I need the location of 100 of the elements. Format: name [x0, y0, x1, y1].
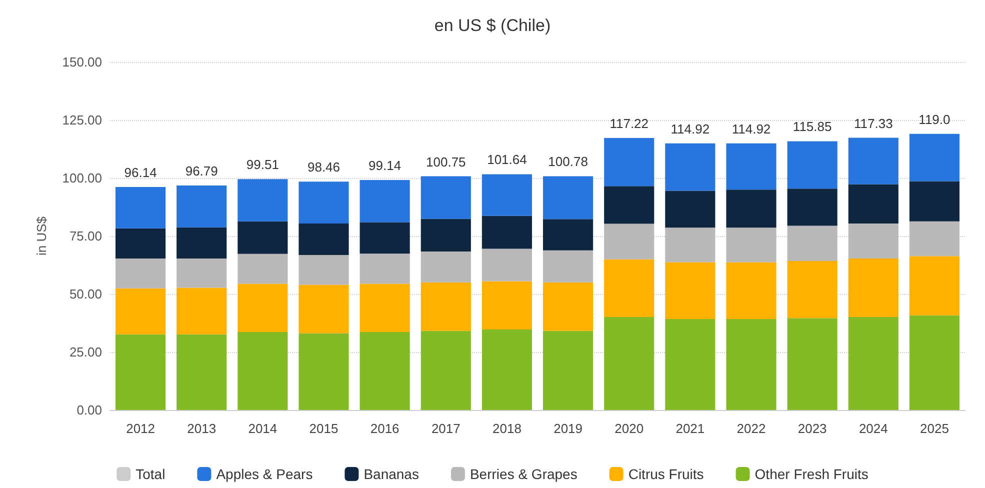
x-tick-label: 2022	[736, 421, 766, 436]
bar	[298, 255, 349, 285]
x-tick-label: 2014	[248, 421, 278, 436]
bar	[115, 228, 166, 259]
bar	[115, 186, 166, 228]
legend-label: Other Fresh Fruits	[754, 466, 868, 482]
bar	[787, 188, 838, 226]
bar	[115, 288, 166, 334]
total-label: 99.51	[246, 157, 279, 172]
x-tick-label: 2023	[798, 421, 827, 436]
legend-label: Berries & Grapes	[470, 466, 578, 482]
bar	[665, 262, 716, 320]
legend-label: Citrus Fruits	[628, 466, 704, 482]
bar	[726, 319, 776, 410]
bar	[604, 224, 654, 260]
bar	[665, 228, 716, 262]
bar	[360, 222, 410, 254]
y-axis-title: in US$	[34, 216, 49, 256]
total-label: 96.79	[185, 163, 218, 178]
bar	[176, 227, 227, 259]
bar	[726, 262, 776, 320]
bar	[665, 143, 716, 191]
x-tick-label: 2016	[370, 421, 400, 436]
bar	[665, 190, 716, 228]
bar	[238, 284, 288, 332]
bar	[238, 179, 288, 222]
x-tick-label: 2012	[126, 421, 155, 436]
total-label: 114.92	[732, 121, 771, 136]
bar	[298, 223, 349, 256]
bar	[360, 180, 410, 222]
x-tick-label: 2019	[554, 421, 582, 436]
x-tick-label: 2018	[492, 421, 522, 436]
bar	[909, 221, 960, 256]
y-tick-label: 150.00	[62, 54, 102, 70]
bar	[298, 333, 349, 410]
total-label: 117.33	[854, 116, 893, 131]
bar	[604, 316, 654, 410]
bar	[176, 258, 227, 288]
y-tick-label: 0.00	[76, 402, 102, 418]
total-label: 99.14	[368, 158, 402, 173]
bar	[848, 316, 898, 410]
bar	[238, 254, 288, 284]
x-tick-label: 2017	[431, 421, 460, 436]
x-tick-label: 2013	[187, 421, 216, 436]
bar	[909, 315, 960, 410]
bar	[482, 174, 532, 216]
bar	[542, 330, 594, 410]
y-tick-label: 100.00	[62, 170, 102, 186]
total-label: 114.92	[670, 121, 710, 136]
chart-title: en US $ (Chile)	[434, 16, 551, 35]
total-label: 115.85	[792, 119, 832, 134]
bar	[420, 252, 471, 282]
bar	[604, 186, 654, 224]
bar	[176, 334, 227, 410]
bar	[482, 248, 532, 282]
bar	[542, 176, 594, 220]
bar	[238, 221, 288, 254]
x-tick-label: 2025	[920, 421, 949, 436]
total-label: 101.64	[487, 152, 527, 168]
total-label: 100.75	[426, 154, 466, 170]
x-tick-label: 2024	[858, 421, 888, 436]
bar	[848, 223, 898, 259]
total-label: 117.22	[610, 116, 649, 132]
bar	[420, 218, 471, 252]
legend-label: Total	[136, 466, 166, 482]
legend-label: Bananas	[364, 466, 419, 482]
bar	[665, 319, 716, 410]
bar	[542, 219, 594, 250]
bar	[176, 288, 227, 334]
total-label: 96.14	[124, 164, 157, 180]
bar	[848, 138, 898, 184]
x-tick-label: 2020	[614, 421, 644, 436]
bar	[360, 254, 410, 284]
bar	[604, 259, 654, 317]
bar	[420, 176, 471, 219]
x-tick-label: 2021	[676, 421, 705, 436]
bar	[238, 332, 288, 410]
bar	[848, 184, 898, 224]
bar	[604, 138, 654, 186]
total-label: 100.78	[548, 154, 588, 170]
bar	[115, 258, 166, 288]
y-tick-label: 25.00	[69, 344, 102, 360]
bar	[482, 281, 532, 330]
bar	[787, 141, 838, 189]
bar	[787, 226, 838, 262]
bar	[360, 284, 410, 332]
bar	[115, 334, 166, 410]
bar	[787, 261, 838, 318]
bar	[848, 258, 898, 317]
bar	[726, 190, 776, 228]
bar	[909, 134, 960, 182]
bar	[420, 282, 471, 331]
bar	[909, 181, 960, 222]
legend-label: Apples & Pears	[216, 466, 313, 482]
bar	[909, 256, 960, 316]
total-label: 98.46	[307, 160, 340, 175]
bar	[542, 250, 594, 282]
total-label: 119.0	[918, 112, 950, 127]
y-tick-label: 125.00	[62, 112, 102, 128]
bar	[726, 228, 776, 262]
